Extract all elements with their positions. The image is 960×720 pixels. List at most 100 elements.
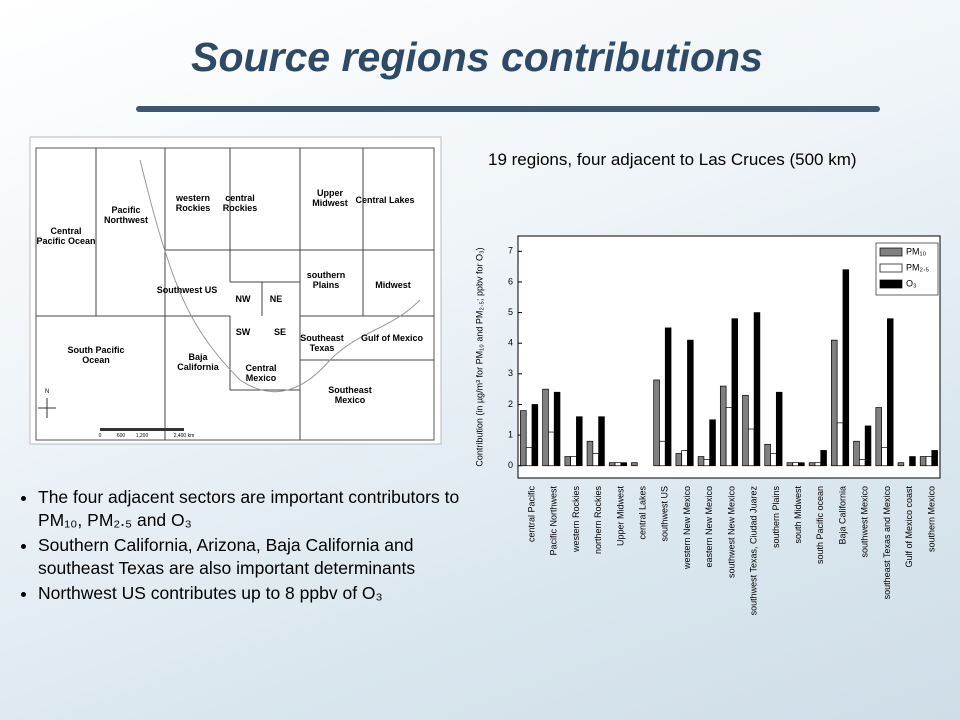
bullet: Southern California, Arizona, Baja Calif… — [38, 534, 460, 580]
bar — [520, 410, 527, 467]
map-label: southern Plains — [306, 270, 346, 290]
bar — [875, 407, 882, 467]
bar — [925, 456, 933, 467]
bar — [531, 404, 539, 467]
north-arrow: N — [45, 389, 49, 395]
subtitle: 19 regions, four adjacent to Las Cruces … — [488, 150, 857, 169]
bar — [831, 339, 838, 467]
bar — [592, 453, 599, 467]
legend-label: PM₂.₅ — [906, 262, 929, 272]
legend-label: PM₁₀ — [906, 246, 927, 256]
y-tick-label: 5 — [508, 307, 513, 317]
x-tick-label: south Pacific ocean — [815, 486, 825, 564]
bar — [820, 450, 827, 467]
bar — [887, 318, 894, 467]
chart: 0 1 2 3 4 5 6 7 Contribution (in µg/m³ for PM₁₀ … — [474, 235, 941, 615]
x-tick-label: central Pacific — [526, 486, 536, 543]
bar — [576, 416, 583, 467]
y-tick-label: 6 — [508, 276, 513, 286]
x-tick-label: central Lakes — [638, 486, 648, 540]
scale-label: 600 — [117, 433, 126, 439]
map-label: Baja California — [177, 352, 219, 372]
bar — [687, 339, 694, 467]
bar — [770, 453, 777, 467]
map-label: South Pacific Ocean — [67, 345, 125, 365]
map-label: Gulf of Mexico — [361, 333, 424, 343]
scale-label: 2,400 km — [174, 433, 195, 439]
x-tick-label: eastern New Mexico — [704, 486, 714, 568]
map-label: Pacific Northwest — [103, 205, 148, 225]
bar — [786, 462, 794, 467]
bar — [659, 440, 666, 467]
bar — [675, 453, 683, 467]
bar — [753, 312, 761, 467]
y-tick-label: 3 — [508, 368, 513, 378]
map-label: SW — [235, 327, 251, 337]
bar — [570, 456, 577, 467]
map-label: SE — [273, 327, 286, 337]
subtitle-text: 19 regions, four adjacent to Las Cruces … — [488, 150, 857, 169]
x-tick-label: southeast Texas and Mexico — [882, 486, 892, 599]
bar — [919, 456, 927, 467]
bar — [697, 456, 705, 467]
x-tick-label: western Rockies — [571, 486, 581, 554]
legend-label: O₃ — [906, 278, 917, 288]
map-label: Southeast Texas — [300, 333, 344, 353]
bar — [620, 462, 627, 467]
bar — [897, 462, 905, 467]
x-tick-label: Baja California — [837, 486, 847, 545]
bar — [747, 428, 755, 467]
map-label: Southeast Mexico — [328, 385, 372, 405]
legend-swatch — [879, 247, 903, 257]
y-tick-label: 1 — [508, 429, 513, 439]
x-tick-label: southwest New Mexico — [726, 486, 736, 578]
map-label: Central Lakes — [355, 195, 415, 205]
bar — [608, 462, 616, 467]
bar — [719, 385, 727, 467]
legend-swatch — [879, 279, 903, 289]
map-border — [35, 147, 435, 441]
y-tick-label: 7 — [508, 246, 513, 256]
map-label: Upper Midwest — [312, 188, 348, 208]
coastline — [139, 159, 421, 393]
bar — [792, 462, 799, 467]
y-axis-label: Contribution (in µg/m³ for PM₁₀ and PM₂.… — [474, 247, 484, 466]
compass — [38, 398, 56, 418]
x-tick-label: Pacific Northwest — [549, 486, 559, 556]
map-label: NW — [235, 294, 251, 304]
bar — [548, 431, 555, 467]
scale-label: 0 — [99, 433, 102, 439]
bar — [842, 269, 850, 467]
bar — [731, 318, 739, 467]
bar — [881, 447, 888, 467]
bar — [859, 459, 866, 467]
title: Source regions contributions — [191, 34, 763, 80]
x-tick-label: southern Mexico — [926, 486, 936, 552]
bar — [764, 443, 771, 467]
bar — [709, 419, 716, 467]
bar — [775, 391, 783, 467]
map-label: Southwest US — [156, 285, 218, 295]
bar — [614, 462, 622, 467]
bullets: The four adjacent sectors are important … — [0, 486, 460, 607]
bar — [653, 379, 660, 467]
x-tick-label: Upper Midwest — [615, 486, 625, 547]
map-label: Midwest — [375, 280, 411, 290]
bar — [703, 459, 711, 467]
x-tick-label: western New Mexico — [682, 486, 692, 570]
bar — [586, 440, 594, 467]
bar — [725, 407, 733, 467]
y-tick-label: 4 — [508, 338, 513, 348]
map: N 0 600 1,200 2,400 km — [29, 136, 442, 445]
bar — [525, 447, 533, 467]
bar — [542, 388, 549, 467]
y-tick-label: 2 — [508, 399, 513, 409]
bar — [909, 456, 916, 467]
x-tick-label: southern Plains — [771, 486, 781, 549]
x-tick-label: southwest Mexico — [860, 486, 870, 558]
scale-bar — [100, 428, 184, 431]
map-label: central Rockies — [222, 193, 258, 213]
bar — [808, 462, 816, 467]
